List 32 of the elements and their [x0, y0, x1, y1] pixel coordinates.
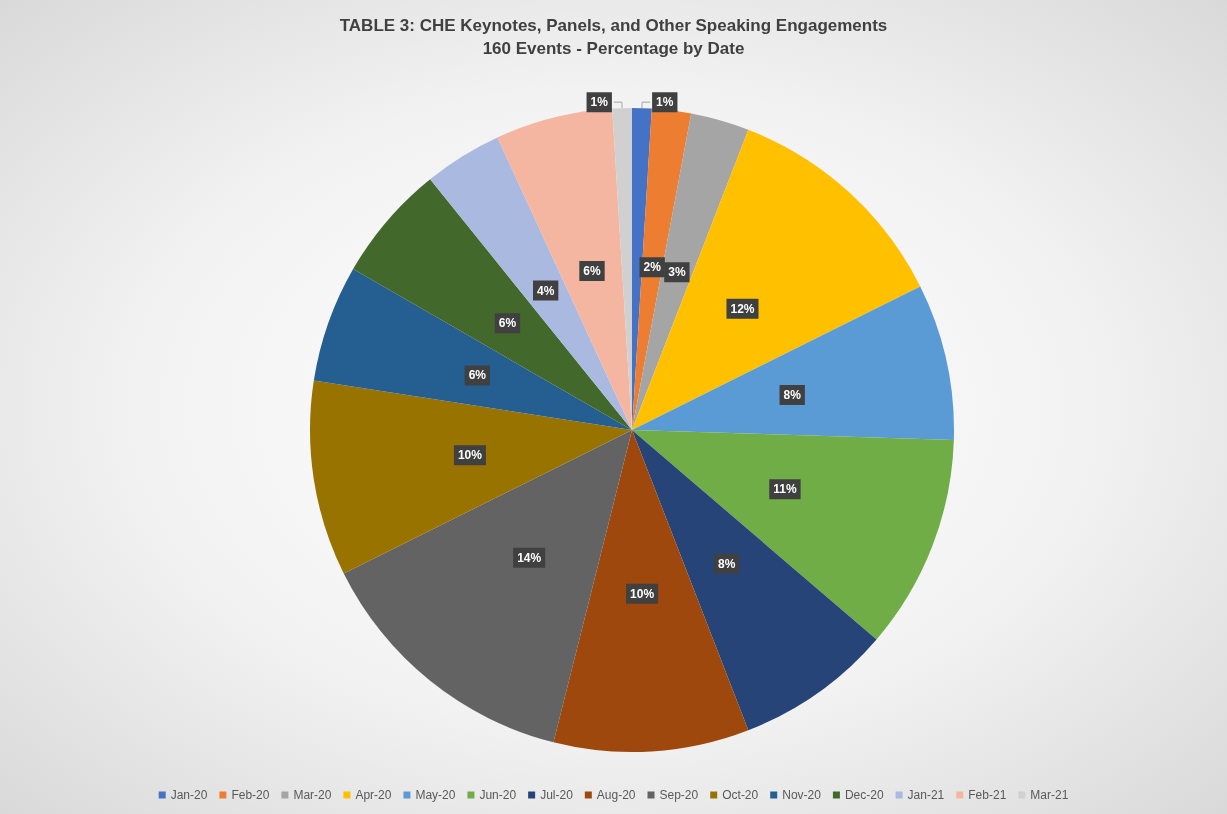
- legend-label: Jul-20: [540, 788, 574, 802]
- legend-label: Dec-20: [844, 788, 884, 802]
- data-label: 2%: [643, 260, 662, 275]
- chart-title: TABLE 3: CHE Keynotes, Panels, and Other Speaking Engagements: [339, 16, 888, 35]
- legend-label: Oct-20: [722, 788, 759, 802]
- data-label: 1%: [656, 95, 674, 110]
- legend-label: Sep-20: [659, 788, 699, 802]
- legend-label: Jan-20: [170, 788, 208, 802]
- data-label: 6%: [498, 316, 517, 331]
- data-label: 6%: [468, 368, 487, 383]
- legend-label: Mar-20: [293, 788, 332, 802]
- data-label: 10%: [630, 586, 655, 601]
- data-label: 4%: [536, 283, 555, 298]
- legend-label: Mar-21: [1030, 788, 1069, 802]
- legend-label: Aug-20: [596, 788, 636, 802]
- legend-label: Nov-20: [782, 788, 822, 802]
- data-label: 6%: [583, 263, 601, 278]
- data-label: 10%: [457, 448, 483, 463]
- data-label: 8%: [718, 556, 736, 571]
- data-label: 12%: [730, 301, 755, 316]
- data-label: 1%: [590, 95, 609, 110]
- legend-label: Jun-20: [479, 788, 517, 802]
- legend-label: Feb-20: [231, 788, 270, 802]
- legend-label: Jan-21: [907, 788, 945, 802]
- data-label: 8%: [783, 387, 802, 402]
- legend-label: Feb-21: [968, 788, 1007, 802]
- chart-subtitle: 160 Events - Percentage by Date: [482, 39, 745, 58]
- legend-label: Apr-20: [355, 788, 392, 802]
- data-label: 14%: [517, 550, 542, 565]
- legend-label: May-20: [415, 788, 456, 802]
- data-label: 3%: [668, 265, 686, 280]
- data-label: 11%: [773, 482, 797, 497]
